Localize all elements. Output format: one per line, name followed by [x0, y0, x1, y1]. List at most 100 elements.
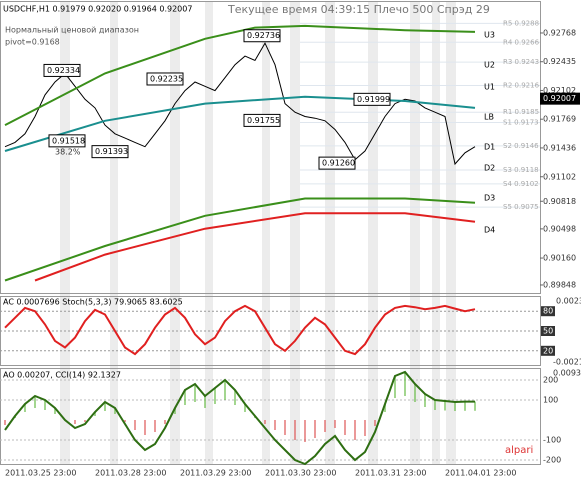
cci-bar	[474, 401, 476, 411]
status-text: Текущее время 04:39:15 Плечо 500 Спрэд 2…	[227, 3, 490, 16]
y-tick-label: 0.90160	[543, 254, 576, 263]
pivot-label: S4 0.9102	[503, 180, 539, 188]
stripe	[110, 2, 118, 465]
pivot-label: S3 0.9118	[503, 166, 539, 174]
cci-bar	[354, 420, 356, 440]
stripe	[325, 2, 335, 465]
stripe	[432, 2, 440, 465]
y-tick-label: 0.91102	[543, 172, 576, 181]
cci-bar	[44, 400, 46, 410]
cci-bar	[384, 404, 386, 412]
stripe	[368, 2, 378, 465]
y-tick-label: 100	[543, 396, 558, 405]
y-tick-label: 0.90818	[543, 197, 576, 206]
price-box	[243, 29, 281, 43]
x-tick-label: 2011.03.29 23:00	[180, 469, 251, 478]
y-tick-label: -100	[543, 436, 561, 445]
pivot-label: R3 0.9243	[503, 58, 539, 66]
ac-label: -0.00212	[553, 358, 581, 367]
pivot-label: S5 0.9075	[503, 203, 539, 211]
pivot-label: R2 0.9216	[503, 81, 540, 89]
series-line	[4, 24, 476, 126]
cci-bar	[434, 400, 436, 410]
x-tick-label: 2011.04.01 23:00	[445, 469, 516, 478]
channel-label: D1	[484, 142, 495, 151]
cci-bar	[24, 404, 26, 412]
current-price-box	[540, 92, 580, 105]
stoch-line	[4, 304, 476, 356]
y-tick-label: 50	[543, 327, 553, 336]
channel-label: U2	[484, 60, 495, 69]
cci-bar	[234, 390, 236, 405]
y-tick-label: 20	[543, 346, 553, 355]
note: Нормальный ценовой диапазон	[5, 26, 139, 35]
x-tick-label: 2011.03.31 23:00	[355, 469, 426, 478]
stripe	[446, 2, 456, 465]
price-box	[353, 92, 391, 106]
cci-bar	[334, 420, 336, 428]
price-box	[43, 63, 81, 77]
price-box-label: 0.91393	[95, 147, 128, 156]
cci-bar	[214, 388, 216, 404]
stripe	[262, 2, 270, 465]
cci-bar	[294, 420, 296, 440]
x-tick-label: 2011.03.28 23:00	[95, 469, 166, 478]
stripe	[60, 2, 70, 465]
stripe	[205, 2, 213, 465]
price-box-label: 0.91755	[247, 116, 280, 125]
y-tick-label: 0.92768	[543, 28, 576, 37]
price-box-label: 0.91260	[322, 159, 355, 168]
series-line	[4, 197, 476, 282]
cci-bar	[144, 420, 146, 435]
pivot-label: S2 0.9146	[503, 142, 539, 150]
y-tick-label: 0.92435	[543, 57, 576, 66]
cci-bar	[414, 384, 416, 402]
cci-bar	[344, 420, 346, 435]
cci-bar	[114, 408, 116, 414]
pivot-label: R1 0.9185	[503, 108, 539, 116]
price-box	[48, 134, 86, 148]
y-tick-label: 0.91436	[543, 143, 576, 152]
price-box	[146, 72, 184, 86]
stoch-title: AC 0.0007696 Stoch(5,3,3) 79.9065 83.602…	[3, 298, 183, 307]
stripe	[170, 2, 180, 465]
logo: alpari	[505, 445, 533, 456]
series-line	[34, 212, 476, 282]
cci-bar	[104, 402, 106, 411]
pivot-label: R4 0.9266	[503, 38, 540, 46]
cci-bar	[394, 376, 396, 398]
cci-bar	[364, 420, 366, 436]
y-tick-label: -200	[543, 456, 561, 465]
session-stripes	[60, 2, 456, 465]
series-line	[4, 95, 476, 152]
cci-bar	[184, 390, 186, 405]
tick-box	[541, 345, 555, 356]
cci-bar	[374, 420, 376, 426]
cci-bar	[204, 396, 206, 408]
cci-bar	[154, 420, 156, 432]
cci-bar	[94, 412, 96, 416]
cci-bar	[164, 420, 166, 424]
cci-bar	[274, 420, 276, 430]
tick-box	[541, 306, 555, 317]
cci-panel	[0, 368, 541, 465]
chart-title: USDCHF,H1 0.91979 0.92020 0.91964 0.9200…	[3, 5, 192, 14]
channel-label: D3	[484, 193, 495, 202]
channel-label: U3	[484, 30, 495, 39]
stripe	[410, 2, 420, 465]
channel-label: U1	[484, 83, 495, 92]
cci-bar	[444, 401, 446, 411]
y-tick-label: 80	[543, 307, 553, 316]
cci-bar	[74, 420, 76, 424]
price-box-label: 0.91518	[52, 136, 85, 145]
cci-bar	[194, 384, 196, 402]
cci-bar	[314, 420, 316, 438]
pivot-label: S1 0.9173	[503, 119, 539, 127]
cci-bar	[284, 420, 286, 435]
current-price: 0.92007	[543, 94, 576, 103]
cci-bar	[34, 396, 36, 408]
price-box-label: 0.91999	[357, 95, 390, 104]
cci-bar	[304, 420, 306, 442]
